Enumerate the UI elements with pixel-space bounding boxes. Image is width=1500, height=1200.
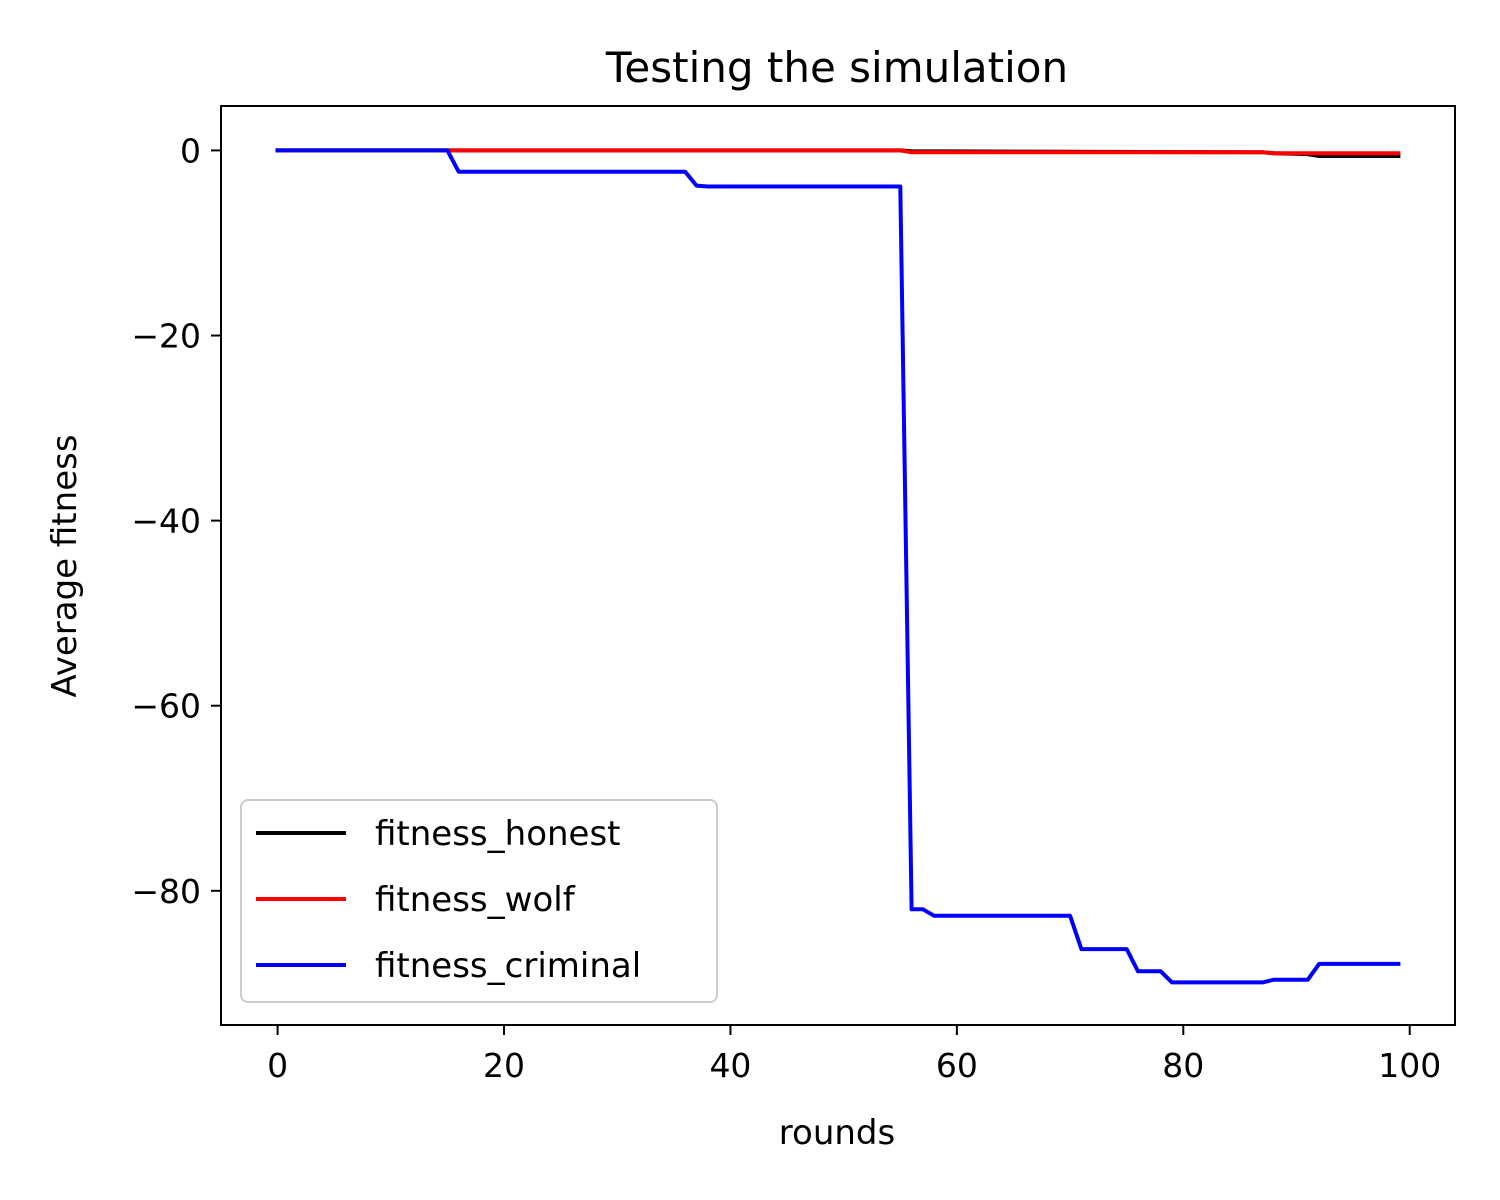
y-tick-label: −60: [131, 687, 201, 726]
x-tick-label: 60: [936, 1046, 978, 1085]
x-tick-label: 80: [1162, 1046, 1204, 1085]
y-tick-label: −20: [131, 317, 201, 356]
legend-label-fitness_criminal: fitness_criminal: [375, 946, 641, 986]
y-tick-label: 0: [180, 131, 201, 170]
y-axis-label: Average fitness: [45, 434, 85, 697]
x-tick-label: 40: [709, 1046, 751, 1085]
legend-label-fitness_honest: fitness_honest: [375, 814, 621, 854]
legend: fitness_honest fitness_wolf fitness_crimin…: [240, 799, 718, 1003]
plot-frame: [220, 105, 1456, 1026]
series-line-fitness_criminal: [275, 148, 1401, 985]
x-axis-label: rounds: [779, 1113, 895, 1153]
series-layer: [275, 148, 1401, 985]
x-tick-label: 0: [267, 1046, 288, 1085]
y-tick-label: −40: [131, 502, 201, 541]
ticks-layer: 0 20 40 60 80 100 0 −20 −40 −60 −80: [131, 131, 1441, 1085]
x-tick-label: 100: [1378, 1046, 1441, 1085]
legend-box: [240, 799, 718, 1003]
y-tick-label: −80: [131, 872, 201, 911]
legend-label-fitness_wolf: fitness_wolf: [375, 880, 576, 920]
chart-title: Testing the simulation: [605, 43, 1068, 92]
x-tick-label: 20: [483, 1046, 525, 1085]
